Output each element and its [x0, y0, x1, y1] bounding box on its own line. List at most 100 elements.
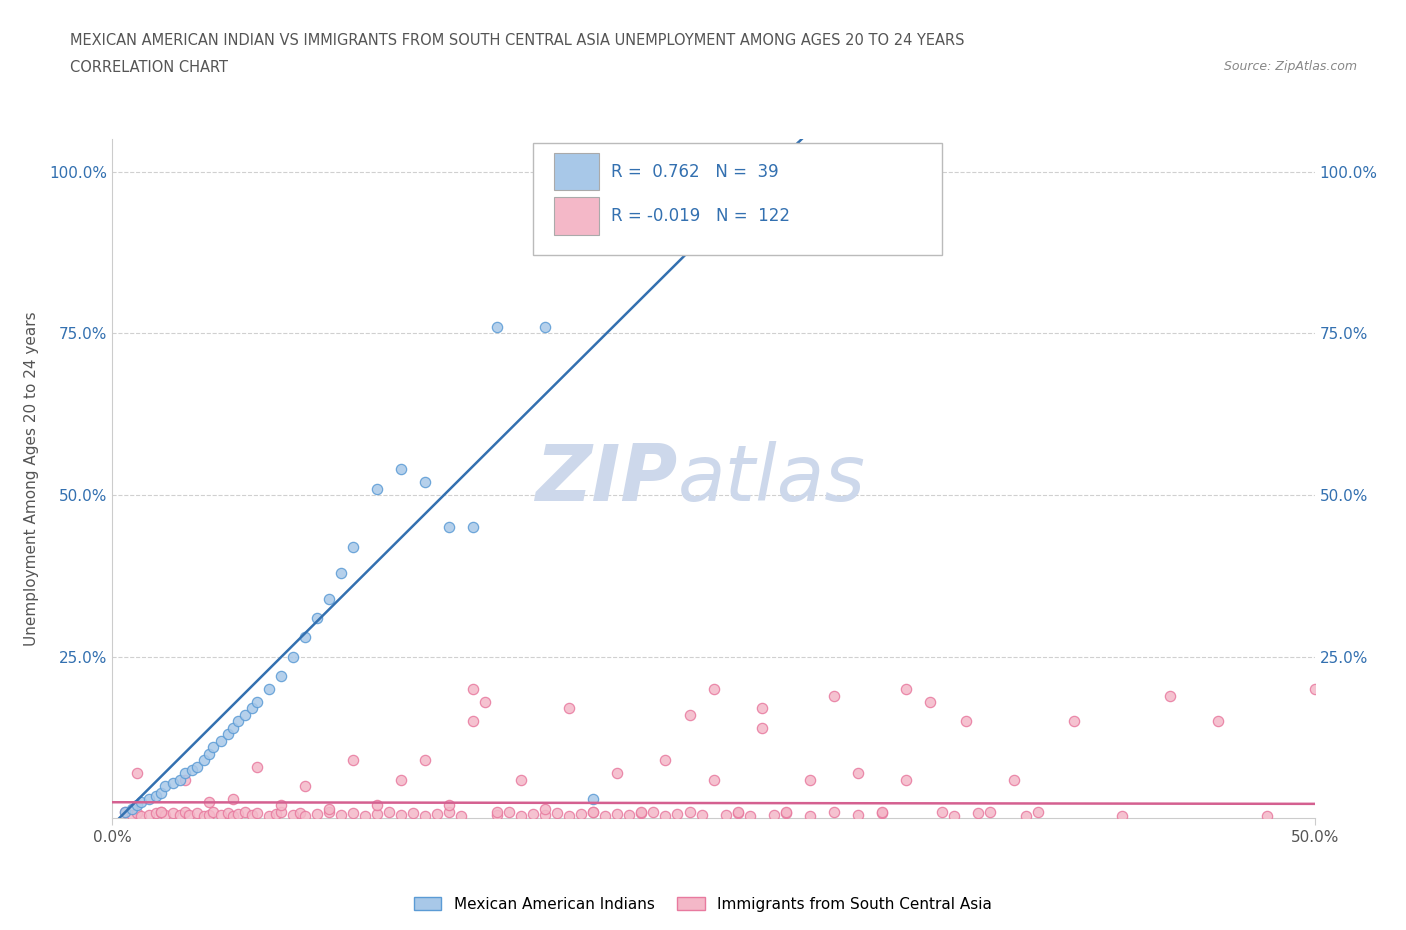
Point [870, 805, 893, 820]
Point [270, 804, 292, 819]
Point [149, 804, 172, 819]
Point [180, 763, 202, 777]
Point [294, 808, 316, 823]
Point [389, 772, 412, 787]
Point [246, 695, 269, 710]
Point [762, 808, 785, 823]
Point [654, 808, 676, 823]
Point [619, 808, 641, 823]
Point [149, 804, 172, 819]
Point [1208, 714, 1230, 729]
Point [318, 802, 340, 817]
Point [121, 808, 143, 823]
Point [413, 752, 436, 767]
Point [486, 807, 509, 822]
Point [222, 721, 245, 736]
Point [329, 565, 352, 580]
Point [1002, 772, 1025, 787]
Point [318, 804, 340, 819]
Point [121, 802, 143, 817]
Bar [554, 197, 599, 234]
Point [114, 804, 136, 819]
Point [155, 808, 177, 823]
Point [138, 808, 160, 823]
Point [366, 806, 388, 821]
Point [246, 805, 269, 820]
Point [138, 791, 160, 806]
Point [1063, 714, 1085, 729]
Point [846, 765, 869, 780]
Point [942, 808, 965, 823]
Point [546, 805, 568, 820]
Point [1015, 808, 1038, 823]
Point [257, 682, 280, 697]
Point [955, 714, 977, 729]
Point [193, 752, 215, 767]
Point [510, 772, 533, 787]
Point [1256, 808, 1278, 823]
Point [162, 805, 184, 820]
Point [534, 808, 557, 823]
Point [846, 808, 869, 823]
Point [145, 805, 167, 820]
Point [534, 802, 557, 817]
Point [125, 798, 148, 813]
Point [270, 798, 292, 813]
Point [413, 474, 436, 489]
Point [630, 804, 652, 819]
Point [197, 807, 219, 822]
Point [437, 520, 460, 535]
Point [582, 791, 605, 806]
Point [510, 808, 533, 823]
Point [169, 772, 191, 787]
Point [226, 714, 249, 729]
Point [125, 765, 148, 780]
Point [305, 806, 328, 821]
Point [1111, 808, 1133, 823]
Point [233, 708, 256, 723]
Y-axis label: Unemployment Among Ages 20 to 24 years: Unemployment Among Ages 20 to 24 years [24, 312, 38, 646]
Point [498, 804, 520, 819]
Point [690, 808, 713, 823]
Point [318, 591, 340, 606]
Text: ZIP: ZIP [536, 441, 678, 517]
Point [437, 798, 460, 813]
Point [678, 804, 700, 819]
Point [155, 778, 177, 793]
Point [775, 804, 797, 819]
Point [149, 785, 172, 800]
Point [894, 682, 917, 697]
Point [738, 808, 761, 823]
Point [666, 806, 689, 821]
Point [305, 610, 328, 625]
Point [125, 805, 148, 820]
Point [193, 808, 215, 823]
Point [169, 807, 191, 822]
Point [979, 804, 1001, 819]
Point [894, 772, 917, 787]
Point [246, 759, 269, 774]
Point [1303, 682, 1326, 697]
Point [823, 804, 845, 819]
Point [264, 806, 287, 821]
Point [702, 772, 725, 787]
Point [931, 804, 953, 819]
Text: atlas: atlas [678, 441, 865, 517]
Point [366, 481, 388, 496]
Point [226, 806, 249, 821]
Point [450, 808, 472, 823]
Point [257, 808, 280, 823]
Point [751, 721, 773, 736]
Point [222, 808, 245, 823]
Point [354, 808, 377, 823]
FancyBboxPatch shape [533, 143, 942, 255]
Point [378, 804, 401, 819]
Point [294, 778, 316, 793]
Point [202, 740, 225, 755]
Point [799, 772, 821, 787]
Point [288, 805, 311, 820]
Text: Source: ZipAtlas.com: Source: ZipAtlas.com [1223, 60, 1357, 73]
Point [131, 795, 153, 810]
Point [714, 808, 737, 823]
Point [870, 804, 893, 819]
